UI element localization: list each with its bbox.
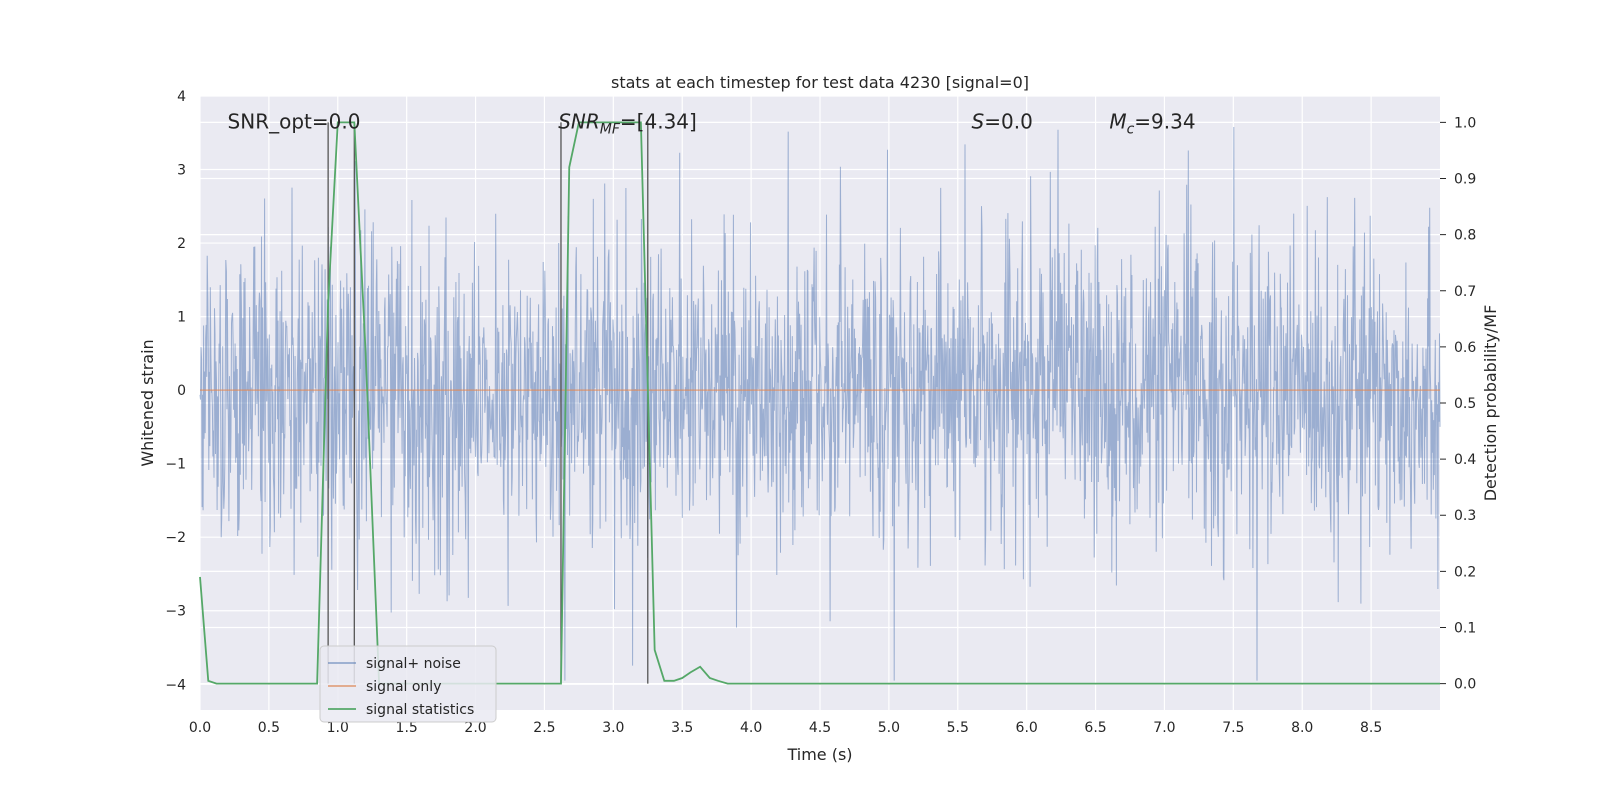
annotation-main: SNR — [558, 110, 600, 134]
y-tick-label-left: 1 — [177, 310, 186, 326]
x-axis-label: Time (s) — [786, 745, 852, 764]
annotation-text: SNRMF=[4.34] — [558, 110, 697, 138]
x-tick-label: 3.0 — [602, 720, 624, 736]
y-tick-label-left: 0 — [177, 383, 186, 399]
y-tick-label-right: 0.8 — [1454, 228, 1476, 244]
annotation-text: SNR_opt=0.0 — [228, 110, 361, 134]
y-tick-label-left: 2 — [177, 236, 186, 252]
y-tick-label-left: −4 — [165, 677, 186, 693]
annotation-main: M — [1109, 110, 1126, 134]
legend-label: signal statistics — [366, 702, 474, 718]
x-tick-label: 5.0 — [878, 720, 900, 736]
annotation-text: Mc=9.34 — [1109, 110, 1195, 138]
y-tick-label-right: 0.3 — [1454, 508, 1476, 524]
y-tick-label-right: 0.4 — [1454, 452, 1476, 468]
x-tick-label: 3.5 — [671, 720, 693, 736]
tick-labels: 0.0 0.5 1.0 1.5 2.0 2.5 3.0 3.5 4.0 4.5 5.0 5.5 6.0 6… — [165, 89, 1476, 736]
x-tick-label: 2.0 — [464, 720, 486, 736]
y-tick-label-right: 0.2 — [1454, 564, 1476, 580]
annotation-value: =[4.34] — [620, 110, 697, 134]
y-tick-label-left: −3 — [165, 604, 186, 620]
y-tick-label-right: 0.5 — [1454, 396, 1476, 412]
annotation-subscript: c — [1127, 122, 1135, 138]
y-tick-label-left: 3 — [177, 163, 186, 179]
x-tick-label: 6.5 — [1084, 720, 1106, 736]
x-tick-label: 1.5 — [396, 720, 418, 736]
x-tick-label: 0.0 — [189, 720, 211, 736]
annotations: SNR_opt=0.0 SNRMF=[4.34] S=0.0 Mc=9.34 — [228, 110, 1196, 138]
y-tick-label-right: 1.0 — [1454, 115, 1476, 131]
y-tick-label-left: −1 — [165, 457, 186, 473]
y-tick-label-right: 0.1 — [1454, 620, 1476, 636]
y-tick-label-right: 0.7 — [1454, 284, 1476, 300]
annotation-main: SNR_opt=0.0 — [228, 110, 361, 134]
x-tick-label: 1.0 — [327, 720, 349, 736]
signal-noise-series — [199, 126, 1441, 681]
annotation-text: S=0.0 — [972, 110, 1033, 134]
y-tick-label-left: −2 — [165, 530, 186, 546]
legend-label: signal only — [366, 679, 441, 695]
x-tick-label: 4.5 — [809, 720, 831, 736]
y-axis-label-left: Whitened strain — [138, 339, 157, 466]
x-tick-label: 5.5 — [947, 720, 969, 736]
y-axis-label-right: Detection probability/MF — [1481, 305, 1500, 502]
chart-title: stats at each timestep for test data 423… — [611, 73, 1029, 92]
signal-statistics-line — [199, 121, 1440, 685]
y-tick-label-right: 0.9 — [1454, 172, 1476, 188]
annotation-subscript: MF — [600, 122, 621, 138]
annotation-value: =9.34 — [1134, 110, 1195, 134]
x-tick-label: 7.5 — [1222, 720, 1244, 736]
legend: signal+ noise signal only signal statistic… — [319, 645, 497, 723]
overlay-series — [199, 121, 1440, 685]
x-tick-label: 7.0 — [1153, 720, 1175, 736]
y-tick-label-right: 0.0 — [1454, 677, 1476, 693]
y-tick-label-right: 0.6 — [1454, 340, 1476, 356]
annotation-value: =0.0 — [984, 110, 1033, 134]
legend-label: signal+ noise — [366, 656, 461, 672]
y-tick-label-left: 4 — [177, 89, 186, 105]
x-tick-label: 6.0 — [1016, 720, 1038, 736]
x-tick-label: 8.0 — [1291, 720, 1313, 736]
x-tick-label: 0.5 — [258, 720, 280, 736]
x-tick-label: 4.0 — [740, 720, 762, 736]
signal-noise-line — [199, 126, 1441, 681]
x-tick-label: 8.5 — [1360, 720, 1382, 736]
legend-box — [319, 645, 497, 723]
x-tick-label: 2.5 — [533, 720, 555, 736]
annotation-main: S — [972, 110, 985, 134]
